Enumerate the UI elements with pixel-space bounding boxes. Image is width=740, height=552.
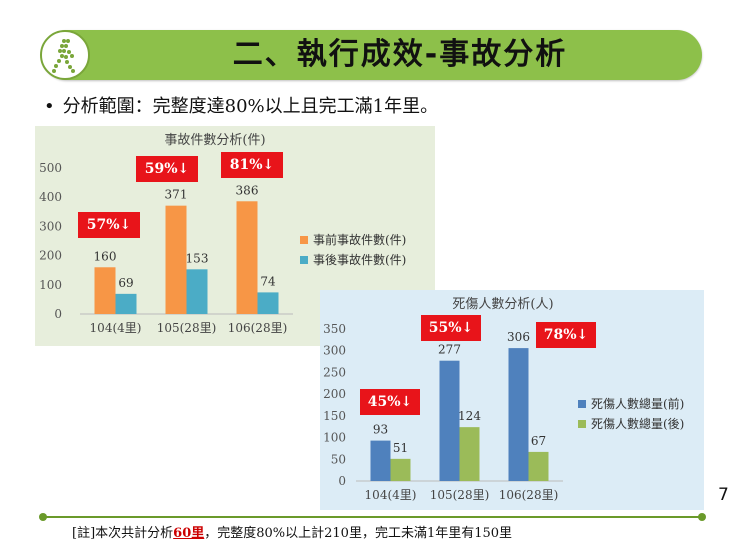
legend-label: 死傷人數總量(後) [591, 416, 684, 431]
x-tick-label: 105(28里) [157, 321, 217, 335]
casualty-count-chart: 死傷人數分析(人) 0 50 100 150 200 250 300 350 93 51 104(4里… [320, 290, 704, 510]
casualty-count-chart-svg: 死傷人數分析(人) 0 50 100 150 200 250 300 350 93 51 104(4里… [323, 297, 684, 502]
legend-label: 事後事故件數(件) [313, 252, 406, 267]
footer-note-highlight: 60里 [173, 526, 205, 541]
bar-after [257, 292, 279, 314]
bar-before [439, 360, 460, 481]
data-label: 306 [507, 330, 530, 344]
bar-before [508, 348, 529, 481]
reduction-badge: 78%↓ [536, 322, 596, 348]
x-tick-label: 105(28里) [430, 488, 490, 502]
x-tick-label: 106(28里) [228, 321, 288, 335]
legend-label: 死傷人數總量(前) [591, 396, 684, 411]
legend-swatch [300, 256, 308, 264]
bar-before [94, 267, 116, 314]
footer-note-prefix: [註]本次共計分析 [72, 526, 174, 541]
bar-after [390, 458, 411, 481]
bar-after [115, 293, 137, 314]
data-label: 124 [458, 409, 481, 423]
y-tick-label: 100 [323, 431, 346, 445]
y-tick-label: 0 [54, 307, 62, 321]
legend-label: 事前事故件數(件) [313, 232, 406, 247]
data-label: 153 [186, 251, 209, 265]
walking-person-logo-icon [40, 30, 90, 80]
y-tick-label: 100 [39, 278, 62, 292]
bullet-dot: • [44, 96, 55, 117]
y-tick-label: 150 [323, 409, 346, 423]
y-tick-label: 200 [39, 249, 62, 263]
data-label: 51 [393, 441, 408, 455]
data-label: 93 [373, 423, 388, 437]
data-label: 67 [531, 434, 546, 448]
y-tick-label: 50 [331, 452, 346, 466]
data-label: 277 [438, 343, 461, 357]
scope-bullet: • 分析範圍：完整度達80%以上且完工滿1年里。 [44, 92, 438, 118]
y-tick-label: 300 [39, 219, 62, 233]
scope-text: 分析範圍：完整度達80%以上且完工滿1年里。 [62, 96, 439, 117]
legend-swatch [578, 400, 586, 408]
bar-after [459, 427, 480, 481]
y-tick-label: 200 [323, 387, 346, 401]
y-tick-label: 0 [338, 474, 346, 488]
reduction-badge: 59%↓ [136, 156, 198, 182]
footer-note: [註]本次共計分析60里，完整度80%以上計210里，完工未滿1年里有150里 [72, 522, 512, 541]
bar-after [528, 451, 549, 481]
chart-title: 死傷人數分析(人) [452, 297, 553, 312]
footer-divider-dot-left [39, 513, 47, 521]
x-tick-label: 104(4里) [365, 488, 417, 502]
bar-before [236, 201, 258, 314]
data-label: 386 [236, 183, 259, 197]
accident-count-chart: 事故件數分析(件) 0 100 200 300 400 500 160 69 104(4里) 371… [35, 126, 435, 346]
x-tick-label: 104(4里) [90, 321, 142, 335]
reduction-badge: 55%↓ [421, 315, 481, 341]
data-label: 74 [260, 274, 276, 288]
data-label: 371 [165, 188, 188, 202]
y-tick-label: 300 [323, 344, 346, 358]
footer-divider-dot-right [698, 513, 706, 521]
page-number: 7 [718, 485, 729, 505]
y-tick-label: 400 [39, 190, 62, 204]
bar-before [370, 440, 391, 481]
y-tick-label: 500 [39, 161, 62, 175]
legend-swatch [578, 420, 586, 428]
legend-swatch [300, 236, 308, 244]
reduction-badge: 45%↓ [360, 389, 420, 415]
title-bar [42, 30, 702, 80]
footer-note-suffix: ，完整度80%以上計210里，完工未滿1年里有150里 [204, 526, 513, 541]
data-label: 69 [118, 276, 133, 290]
page-title: 二、執行成效-事故分析 [232, 37, 568, 72]
chart-title: 事故件數分析(件) [164, 133, 265, 148]
reduction-badge: 81%↓ [221, 152, 283, 178]
bar-after [186, 269, 208, 314]
data-label: 160 [94, 249, 117, 263]
y-tick-label: 350 [323, 322, 346, 336]
reduction-badge: 57%↓ [78, 212, 140, 238]
x-tick-label: 106(28里) [499, 488, 559, 502]
y-tick-label: 250 [323, 365, 346, 379]
footer-divider [42, 516, 702, 518]
bar-before [165, 205, 187, 314]
